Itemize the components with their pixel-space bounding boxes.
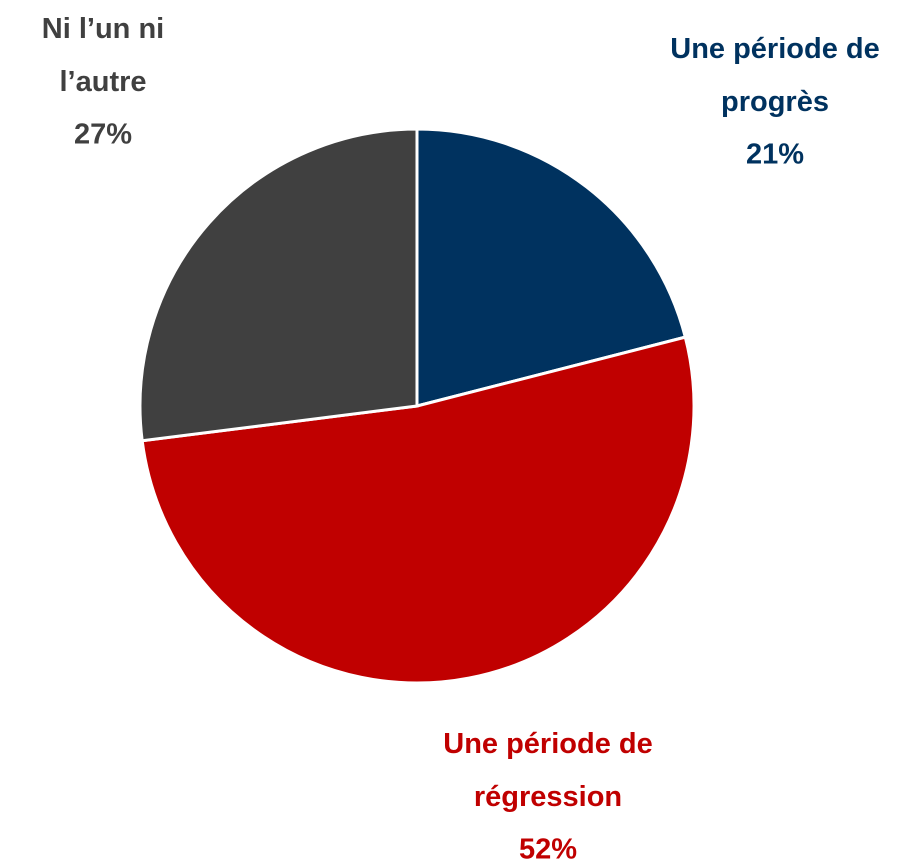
value-label: 52% bbox=[519, 834, 577, 865]
slice-label: Une période de régression bbox=[443, 728, 653, 813]
value-label: 21% bbox=[746, 139, 804, 171]
slice-label: Une période de progrès bbox=[670, 33, 880, 118]
value-label: 27% bbox=[74, 119, 132, 151]
slice-label: Ni l’un ni l’autre bbox=[42, 13, 164, 98]
pie-slice bbox=[415, 127, 688, 408]
pie-slice bbox=[138, 127, 419, 443]
